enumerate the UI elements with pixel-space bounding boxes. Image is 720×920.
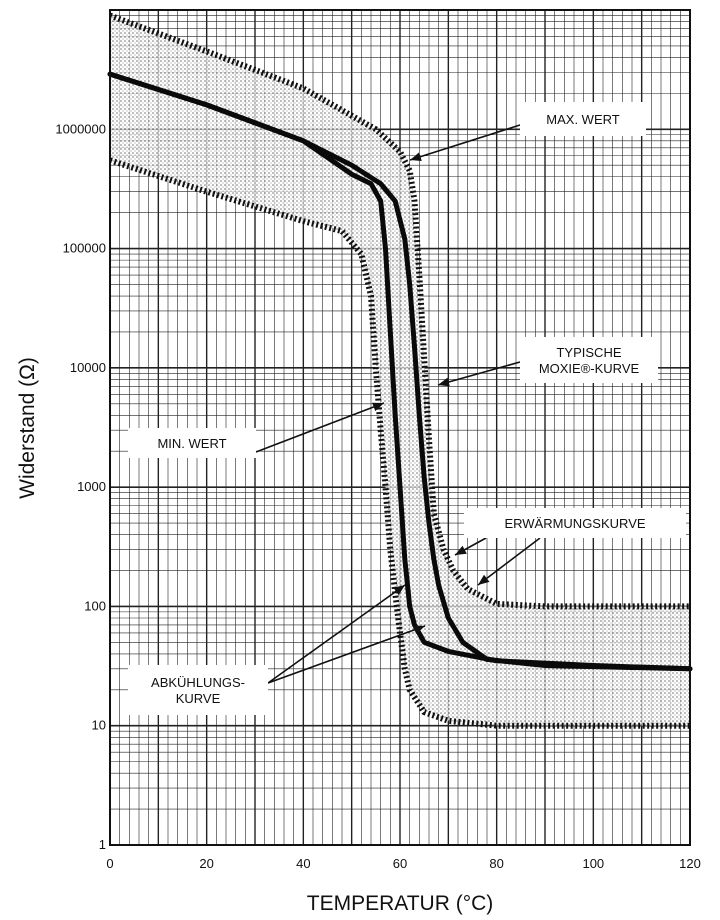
y-tick-label: 100000 bbox=[63, 241, 106, 256]
annotation-box bbox=[128, 428, 256, 458]
annotation-label: KURVE bbox=[176, 691, 221, 706]
annotation-arrow-line bbox=[477, 537, 541, 586]
annotation-box bbox=[464, 508, 686, 538]
y-tick-label: 100 bbox=[84, 598, 106, 613]
annotation-arrow-line bbox=[255, 402, 385, 453]
tolerance-band-fill bbox=[110, 15, 690, 726]
annotation-arrowhead bbox=[393, 585, 405, 596]
max-value-boundary bbox=[108, 12, 690, 610]
annotation-arrowhead bbox=[372, 402, 384, 412]
x-tick-labels: 0 20 40 60 80 100 120 bbox=[106, 856, 700, 871]
x-tick-label: 0 bbox=[106, 856, 113, 871]
y-tick-label: 1000 bbox=[77, 479, 106, 494]
annotation-label: MOXIE®-KURVE bbox=[539, 361, 640, 376]
y-axis-title: Widerstand (Ω) bbox=[16, 357, 39, 499]
annotation-arrows bbox=[255, 124, 541, 684]
annotation-arrowhead bbox=[413, 625, 425, 634]
x-tick-label: 100 bbox=[582, 856, 604, 871]
cooling-curve bbox=[107, 71, 693, 672]
annotation-box bbox=[520, 337, 658, 383]
annotation-label: TYPISCHE bbox=[556, 345, 621, 360]
annotation-label: ABKÜHLUNGS- bbox=[151, 675, 245, 690]
annotation-arrowhead bbox=[438, 377, 450, 387]
annotation-arrowhead bbox=[455, 545, 467, 555]
x-tick-label: 60 bbox=[393, 856, 407, 871]
y-tick-labels: 1 10 100 1000 10000 100000 1000000 bbox=[55, 121, 106, 852]
plot-frame bbox=[109, 9, 691, 846]
annotation-arrow-line bbox=[437, 361, 521, 386]
y-tick-label: 10000 bbox=[70, 360, 106, 375]
annotation-box bbox=[128, 665, 268, 715]
annotation-label: MAX. WERT bbox=[546, 112, 619, 127]
x-tick-label: 80 bbox=[489, 856, 503, 871]
x-tick-label: 20 bbox=[199, 856, 213, 871]
heating-curve bbox=[107, 71, 693, 672]
annotation-label: MIN. WERT bbox=[157, 436, 226, 451]
y-tick-label: 1 bbox=[99, 837, 106, 852]
annotation-box bbox=[520, 102, 646, 136]
annotation-arrowhead bbox=[410, 152, 422, 161]
y-tick-label: 10 bbox=[92, 718, 106, 733]
annotation-arrow-line bbox=[409, 124, 521, 161]
curves bbox=[107, 71, 693, 672]
annotation-arrow-line bbox=[267, 584, 406, 684]
x-tick-label: 40 bbox=[296, 856, 310, 871]
annotation-label: ERWÄRMUNGSKURVE bbox=[504, 516, 645, 531]
tolerance-band bbox=[108, 12, 690, 729]
x-axis-title: TEMPERATUR (°C) bbox=[307, 892, 494, 915]
annotation-arrow-line bbox=[267, 625, 426, 684]
y-tick-label: 1000000 bbox=[55, 121, 106, 136]
x-tick-label: 120 bbox=[679, 856, 701, 871]
annotation-arrowhead bbox=[478, 574, 490, 585]
